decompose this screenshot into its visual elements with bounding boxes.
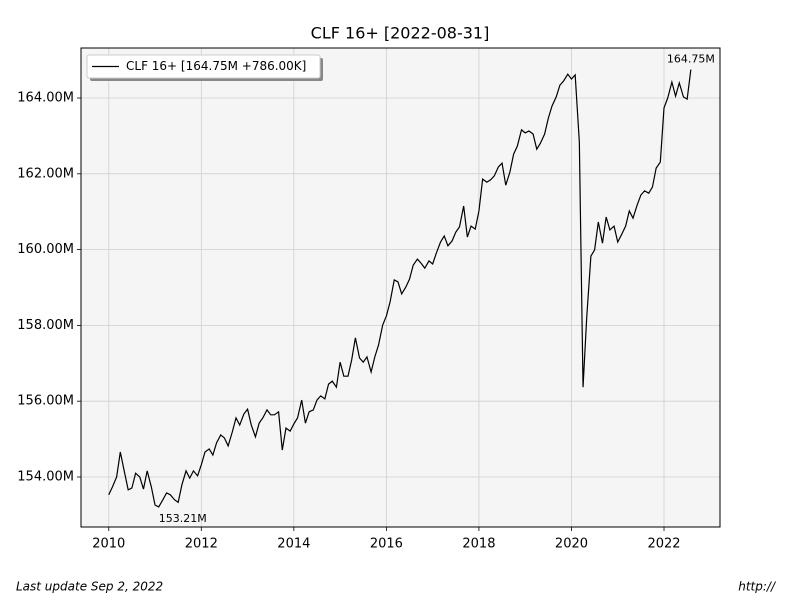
y-tick-label: 154.00M: [17, 469, 74, 484]
footer-left: Last update Sep 2, 2022: [16, 580, 163, 594]
y-tick-label: 162.00M: [17, 166, 74, 181]
legend-label: CLF 16+ [164.75M +786.00K]: [126, 59, 306, 73]
data-line: [108, 69, 692, 508]
y-tick-label: 164.00M: [17, 91, 74, 106]
x-tick-label: 2012: [185, 537, 218, 552]
annotation: 153.21M: [159, 512, 207, 525]
x-tick-label: 2010: [92, 537, 125, 552]
legend-box: [86, 54, 321, 79]
x-tick-label: 2018: [462, 537, 495, 552]
x-tick-label: 2016: [370, 537, 403, 552]
plot-frame: [80, 47, 721, 528]
annotation: 164.75M: [667, 53, 715, 66]
y-tick-label: 160.00M: [17, 242, 74, 257]
plot-background: [81, 48, 720, 527]
x-tick-label: 2022: [647, 537, 680, 552]
chart-title: CLF 16+ [2022-08-31]: [311, 24, 490, 43]
y-tick-label: 156.00M: [17, 394, 74, 409]
x-tick-label: 2020: [555, 537, 588, 552]
x-tick-label: 2014: [277, 537, 310, 552]
footer-right: http://: [738, 580, 777, 594]
y-tick-label: 158.00M: [17, 318, 74, 333]
